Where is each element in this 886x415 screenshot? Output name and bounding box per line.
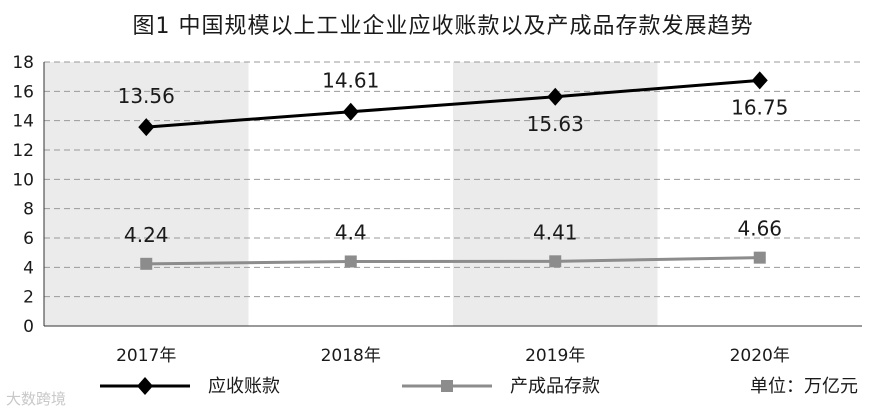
x-axis-ticks: 2017年 2018年 2019年 2020年 bbox=[116, 346, 790, 366]
unit-note: 单位：万亿元 bbox=[750, 376, 858, 397]
category-band bbox=[453, 62, 658, 326]
y-tick-label: 16 bbox=[12, 82, 34, 102]
data-label: 4.41 bbox=[533, 220, 578, 244]
series-line-2 bbox=[146, 256, 760, 266]
legend-diamond-marker bbox=[137, 377, 153, 395]
data-label: 4.4 bbox=[335, 220, 367, 244]
x-tick-label: 2020年 bbox=[730, 346, 790, 366]
y-tick-label: 0 bbox=[23, 317, 34, 337]
legend: 应收账款 产成品存款 单位：万亿元 bbox=[100, 376, 858, 397]
y-tick-label: 12 bbox=[12, 141, 34, 161]
data-label: 13.56 bbox=[118, 84, 175, 108]
y-tick-label: 6 bbox=[23, 229, 34, 249]
series-markers bbox=[138, 71, 768, 270]
y-tick-label: 8 bbox=[23, 200, 34, 220]
legend-square-marker bbox=[441, 380, 453, 392]
data-labels: 13.56 14.61 15.63 16.75 4.24 4.4 4.41 4.66 bbox=[118, 69, 789, 247]
square-marker bbox=[549, 255, 562, 268]
y-axis-ticks: 0 2 4 6 8 10 12 14 16 18 bbox=[12, 53, 34, 337]
data-label: 16.75 bbox=[731, 95, 788, 119]
series-lines bbox=[146, 78, 760, 266]
y-tick-label: 14 bbox=[12, 112, 34, 132]
gridlines bbox=[44, 61, 862, 298]
x-tick-label: 2019年 bbox=[525, 346, 585, 366]
x-tick-label: 2018年 bbox=[321, 346, 381, 366]
legend-label: 产成品存款 bbox=[510, 376, 600, 397]
category-band bbox=[44, 62, 249, 326]
data-label: 15.63 bbox=[527, 112, 584, 136]
x-tick-label: 2017年 bbox=[116, 346, 176, 366]
square-marker bbox=[344, 255, 357, 268]
square-marker bbox=[753, 251, 766, 264]
diamond-marker bbox=[138, 118, 155, 137]
diamond-marker bbox=[751, 71, 768, 90]
diamond-marker bbox=[342, 102, 359, 121]
y-tick-label: 10 bbox=[12, 170, 34, 190]
axes bbox=[43, 62, 862, 327]
series-line-1 bbox=[146, 78, 760, 129]
chart-title: 图1 中国规模以上工业企业应收账款以及产成品存款发展趋势 bbox=[132, 14, 754, 39]
legend-label: 应收账款 bbox=[208, 376, 280, 397]
category-bands bbox=[44, 62, 658, 326]
square-marker bbox=[140, 257, 153, 270]
data-label: 14.61 bbox=[322, 69, 379, 93]
data-label: 4.24 bbox=[124, 223, 169, 247]
y-tick-label: 2 bbox=[23, 288, 34, 308]
y-tick-label: 18 bbox=[12, 53, 34, 73]
data-label: 4.66 bbox=[737, 217, 782, 241]
diamond-marker bbox=[547, 87, 564, 106]
watermark: 大数跨境 bbox=[6, 390, 67, 408]
y-tick-label: 4 bbox=[23, 258, 34, 278]
